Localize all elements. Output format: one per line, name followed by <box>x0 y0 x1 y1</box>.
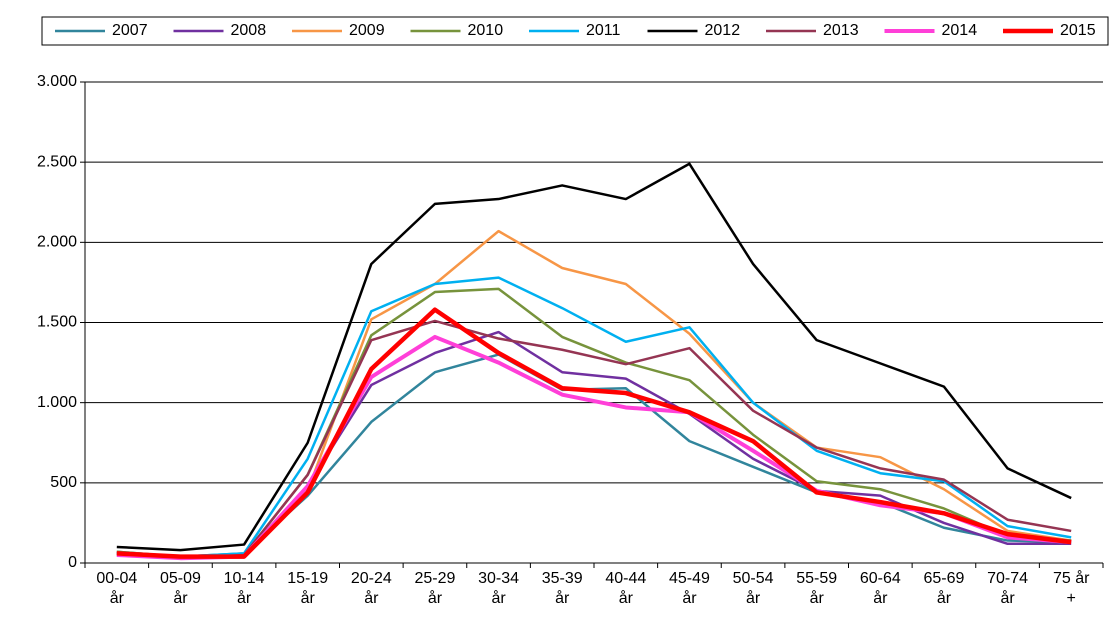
x-tick-label: 50-54 år <box>733 570 774 607</box>
y-tick-label: 2.000 <box>37 234 77 251</box>
x-tick-label: 60-64 år <box>860 570 901 607</box>
y-tick-label: 2.500 <box>37 153 77 170</box>
x-tick-label: 45-49 år <box>669 570 710 607</box>
x-tick-label: 65-69 år <box>923 570 964 607</box>
y-tick-label: 0 <box>68 554 77 571</box>
series-line <box>116 307 1072 559</box>
series-line <box>116 229 1072 558</box>
legend-label: 2012 <box>705 22 741 39</box>
series-line <box>116 353 1072 558</box>
legend-label: 2011 <box>586 22 621 39</box>
legend-label: 2010 <box>468 22 504 39</box>
x-tick-label: 55-59 år <box>796 570 837 607</box>
series-line <box>116 276 1072 558</box>
x-tick-label: 15-19 år <box>287 570 328 607</box>
x-tick-label: 75 år + <box>1053 569 1090 607</box>
series-line <box>116 330 1072 560</box>
legend-label: 2009 <box>349 22 385 39</box>
x-tick-label: 30-34 år <box>478 570 519 607</box>
y-tick-label: 500 <box>50 474 77 491</box>
series-line <box>116 334 1072 561</box>
x-tick-label: 00-04 år <box>96 570 137 607</box>
x-tick-label: 20-24 år <box>351 570 392 607</box>
x-tick-label: 35-39 år <box>542 570 583 607</box>
y-tick-label: 3.000 <box>37 73 77 90</box>
x-tick-label: 70-74 år <box>987 570 1028 607</box>
legend-label: 2008 <box>231 22 267 39</box>
y-tick-label: 1.500 <box>37 314 77 331</box>
series-line <box>116 319 1072 560</box>
x-tick-label: 05-09 år <box>160 570 201 607</box>
x-tick-label: 40-44 år <box>605 570 646 607</box>
legend-label: 2013 <box>823 22 859 39</box>
legend-label: 2014 <box>942 22 978 39</box>
x-tick-label: 25-29 år <box>414 570 455 607</box>
x-tick-label: 10-14 år <box>224 570 265 607</box>
legend-label: 2007 <box>112 22 148 39</box>
y-tick-label: 1.000 <box>37 394 77 411</box>
legend-label: 2015 <box>1060 22 1096 39</box>
series-line <box>116 162 1072 552</box>
